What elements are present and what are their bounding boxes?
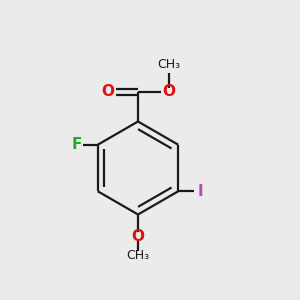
Text: O: O xyxy=(162,84,176,99)
Text: O: O xyxy=(131,229,145,244)
Text: CH₃: CH₃ xyxy=(157,58,181,71)
Text: O: O xyxy=(101,84,115,99)
Text: I: I xyxy=(198,184,204,199)
Text: CH₃: CH₃ xyxy=(126,249,150,262)
Text: F: F xyxy=(71,137,82,152)
